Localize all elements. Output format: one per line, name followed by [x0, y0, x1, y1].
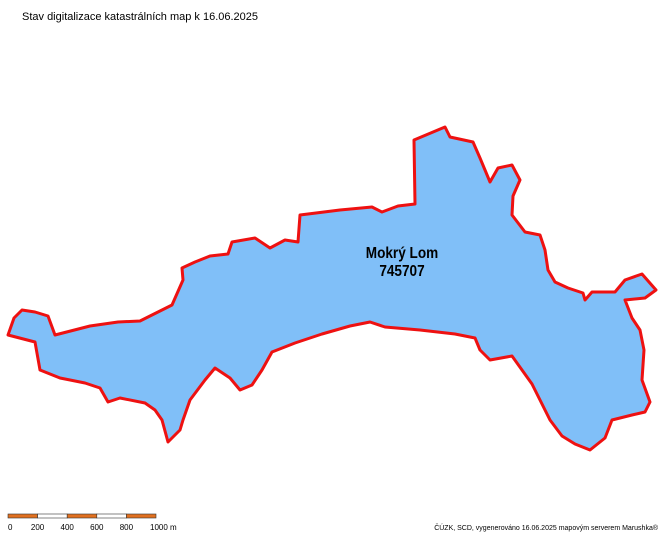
- scale-label: 1000 m: [150, 523, 177, 532]
- region-code: 745707: [379, 263, 424, 280]
- map-title: Stav digitalizace katastrálních map k 16…: [22, 11, 258, 23]
- scale-label: 400: [61, 523, 75, 532]
- scale-segment: [126, 513, 157, 519]
- scale-segment: [96, 513, 127, 519]
- scale-label: 200: [31, 523, 45, 532]
- scale-segment: [7, 513, 38, 519]
- scale-label: 600: [90, 523, 104, 532]
- scale-label: 800: [120, 523, 134, 532]
- scale-segment: [37, 513, 68, 519]
- region-name: Mokrý Lom: [366, 245, 438, 262]
- scale-bar: 0 200 400 600 800 1000 m: [7, 513, 177, 532]
- credits: ČÚZK, SCD, vygenerováno 16.06.2025 mapov…: [434, 523, 659, 532]
- scale-label: 0: [8, 523, 13, 532]
- cadastral-area: [6, 125, 658, 452]
- scale-segment: [66, 513, 98, 519]
